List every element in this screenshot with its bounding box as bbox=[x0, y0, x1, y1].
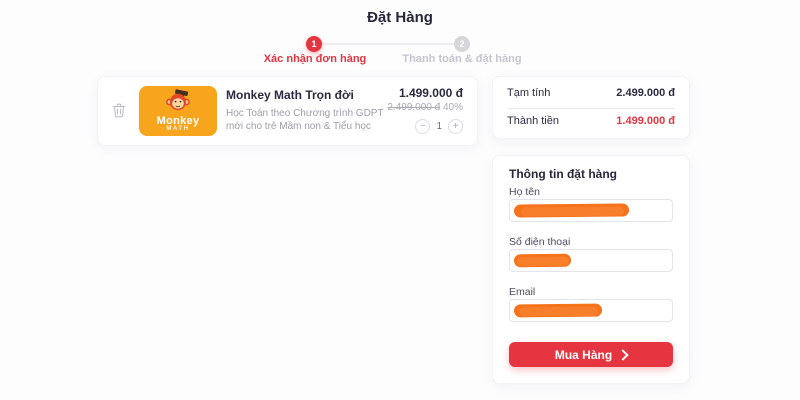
total-value: 1.499.000 đ bbox=[616, 115, 675, 127]
form-heading: Thông tin đặt hàng bbox=[509, 167, 617, 181]
step-1-indicator: 1 bbox=[306, 36, 322, 52]
phone-input[interactable] bbox=[509, 249, 673, 272]
product-description-line1: Học Toán theo Chương trình GDPT bbox=[226, 108, 384, 119]
discount-percent: 40% bbox=[442, 102, 463, 113]
trash-icon bbox=[112, 103, 126, 121]
quantity-decrease-button[interactable]: − bbox=[415, 119, 431, 134]
step-1-label: Xác nhận đơn hàng bbox=[263, 53, 367, 65]
current-price: 1.499.000 đ bbox=[398, 86, 463, 100]
monkey-mascot-icon bbox=[163, 89, 193, 116]
product-description-line2: mới cho trẻ Mầm non & Tiểu học bbox=[226, 121, 371, 132]
subtotal-label: Tạm tính bbox=[507, 87, 551, 99]
total-row: Thành tiền 1.499.000 đ bbox=[507, 115, 675, 127]
total-label: Thành tiền bbox=[507, 115, 559, 127]
discount-row: 2.499.000 đ 40% bbox=[387, 102, 463, 114]
summary-divider bbox=[507, 108, 675, 109]
subtotal-row: Tạm tính 2.499.000 đ bbox=[507, 87, 675, 99]
redaction-scribble bbox=[513, 203, 630, 218]
buy-button[interactable]: Mua Hàng bbox=[509, 342, 673, 367]
product-logo: Monkey MATH bbox=[139, 86, 217, 136]
full-name-label: Họ tên bbox=[509, 186, 540, 198]
redaction-scribble bbox=[513, 303, 603, 318]
remove-item-button[interactable] bbox=[111, 103, 127, 121]
original-price: 2.499.000 đ bbox=[387, 102, 441, 113]
buy-button-label: Mua Hàng bbox=[554, 347, 613, 362]
cart-item-card: Monkey MATH Monkey Math Trọn đời Học Toá… bbox=[97, 76, 478, 146]
quantity-increase-button[interactable]: + bbox=[448, 119, 463, 134]
page-title: Đặt Hàng bbox=[367, 9, 433, 26]
price-block: 1.499.000 đ 2.499.000 đ 40% − 1 + bbox=[387, 87, 463, 134]
step-2-label: Thanh toán & đặt hàng bbox=[402, 53, 522, 65]
quantity-stepper: − 1 + bbox=[387, 119, 463, 134]
email-label: Email bbox=[509, 286, 536, 298]
redaction-scribble bbox=[513, 253, 572, 268]
email-input[interactable] bbox=[509, 299, 673, 322]
brand-subtitle: MATH bbox=[166, 126, 190, 132]
stepper-connector bbox=[322, 43, 454, 45]
order-summary-card: Tạm tính 2.499.000 đ Thành tiền 1.499.00… bbox=[492, 76, 690, 139]
product-title: Monkey Math Trọn đời bbox=[226, 88, 354, 102]
phone-label: Số điện thoại bbox=[509, 236, 571, 248]
brand-name: Monkey bbox=[156, 115, 200, 127]
subtotal-value: 2.499.000 đ bbox=[616, 87, 675, 99]
order-info-card: Thông tin đặt hàng Họ tên Số điện thoại … bbox=[492, 155, 690, 384]
chevron-right-icon bbox=[617, 348, 629, 361]
quantity-value: 1 bbox=[436, 121, 442, 132]
step-2-indicator: 2 bbox=[454, 36, 470, 52]
product-description: Học Toán theo Chương trình GDPT mới cho … bbox=[226, 107, 384, 133]
full-name-input[interactable] bbox=[509, 199, 673, 222]
